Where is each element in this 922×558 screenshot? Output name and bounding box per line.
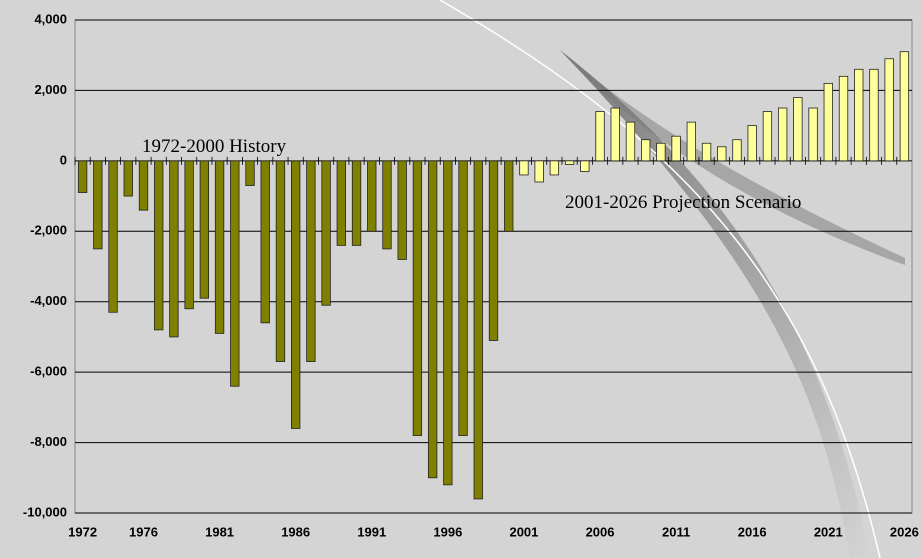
y-tick-label: -10,000: [23, 504, 67, 519]
bar: [352, 161, 361, 246]
y-tick-label: -8,000: [30, 434, 67, 449]
bar: [246, 161, 255, 186]
bar: [504, 161, 513, 231]
x-tick-label: 1972: [68, 524, 97, 539]
y-tick-label: -6,000: [30, 364, 67, 379]
bar: [474, 161, 483, 499]
bar: [763, 112, 772, 161]
bar: [824, 83, 833, 160]
bar: [261, 161, 270, 323]
bar: [322, 161, 331, 305]
bar: [870, 69, 879, 161]
annotation: 1972-2000 History: [142, 136, 287, 157]
bar: [124, 161, 133, 196]
bar: [854, 69, 863, 161]
bar: [398, 161, 407, 260]
bar: [641, 140, 650, 161]
bar: [215, 161, 224, 334]
bar: [535, 161, 544, 182]
bar: [885, 59, 894, 161]
bar: [109, 161, 118, 312]
bar: [900, 52, 909, 161]
bar: [383, 161, 392, 249]
bar: [581, 161, 590, 172]
bar: [154, 161, 163, 330]
bar: [94, 161, 103, 249]
bar: [337, 161, 346, 246]
bar: [550, 161, 559, 175]
x-tick-label: 1991: [357, 524, 386, 539]
bar: [687, 122, 696, 161]
bar: [185, 161, 194, 309]
bar: [809, 108, 818, 161]
bar: [139, 161, 148, 210]
bar: [839, 76, 848, 161]
bar: [702, 143, 711, 161]
x-tick-label: 1981: [205, 524, 234, 539]
annotation: 2001-2026 Projection Scenario: [565, 192, 801, 213]
bar: [520, 161, 529, 175]
bar: [78, 161, 87, 193]
bar: [291, 161, 300, 429]
bar: [626, 122, 635, 161]
bar: [276, 161, 285, 362]
bar: [672, 136, 681, 161]
bar: [459, 161, 468, 436]
x-tick-label: 2011: [662, 524, 690, 539]
bar: [413, 161, 422, 436]
x-tick-label: 2021: [814, 524, 843, 539]
bar: [428, 161, 437, 478]
bar: [367, 161, 376, 231]
bar: [794, 97, 803, 160]
x-tick-label: 2016: [738, 524, 767, 539]
bar: [778, 108, 787, 161]
y-tick-label: 0: [60, 152, 67, 167]
bar: [565, 161, 574, 165]
bar: [657, 143, 666, 161]
bar: [200, 161, 209, 298]
x-tick-label: 1976: [129, 524, 158, 539]
y-tick-label: 2,000: [34, 82, 67, 97]
chart: 1972-2000 History 2001-2026 Projection S…: [0, 0, 922, 558]
x-tick-label: 2006: [586, 524, 615, 539]
x-tick-label: 2026: [890, 524, 919, 539]
bar: [170, 161, 179, 337]
bar: [748, 126, 757, 161]
bar: [596, 112, 605, 161]
x-tick-label: 1986: [281, 524, 310, 539]
bar: [307, 161, 316, 362]
bar: [718, 147, 727, 161]
bar: [611, 108, 620, 161]
y-tick-label: -2,000: [30, 223, 67, 238]
x-tick-label: 2001: [509, 524, 538, 539]
bar: [231, 161, 240, 386]
bar: [444, 161, 453, 485]
y-tick-label: 4,000: [34, 11, 67, 26]
bar: [489, 161, 498, 341]
y-tick-label: -4,000: [30, 293, 67, 308]
bar: [733, 140, 742, 161]
x-tick-label: 1996: [433, 524, 462, 539]
